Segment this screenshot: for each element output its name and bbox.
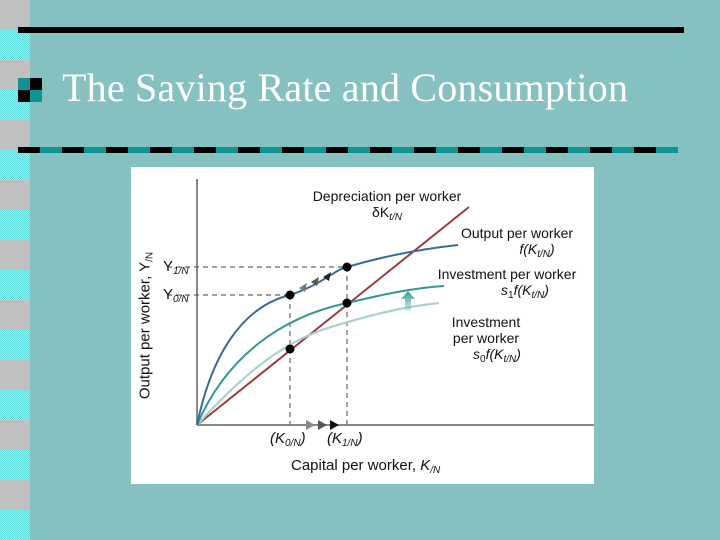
tick-k0: (K0/N) xyxy=(270,430,306,449)
y-axis-label: Output per worker, Y/N xyxy=(136,251,156,400)
investment-s1-label: Investment per worker s1f(Kt/N) xyxy=(437,266,577,301)
output-label: Output per worker f(Kt/N) xyxy=(460,225,574,260)
capital-arrow-icon xyxy=(306,420,315,430)
x-axis-label: Capital per worker, K/N xyxy=(291,457,441,476)
point-y0 xyxy=(285,290,295,300)
output-arrow-icon xyxy=(299,283,307,292)
title-bullet-icon xyxy=(18,78,42,102)
slide-title: The Saving Rate and Consumption xyxy=(62,65,629,110)
decorative-left-strip xyxy=(0,0,30,540)
capital-arrow-icon xyxy=(330,420,339,430)
investment-s0-label: Investment per worker s0f(Kt/N) xyxy=(451,314,521,365)
capital-arrow-icon xyxy=(318,420,327,430)
point-steady-state-1 xyxy=(342,298,352,308)
tick-k1: (K1/N) xyxy=(327,430,363,449)
tick-y1: Y1/N xyxy=(163,258,189,277)
point-steady-state-0 xyxy=(285,344,295,354)
depreciation-line xyxy=(196,206,470,426)
chart-canvas xyxy=(167,179,594,430)
dashed-divider xyxy=(18,147,678,153)
investment-s0-curve xyxy=(196,301,440,426)
depreciation-label: Depreciation per worker δKt/N xyxy=(312,188,462,223)
top-divider xyxy=(18,27,684,33)
tick-y0: Y0/N xyxy=(163,286,189,305)
point-y1 xyxy=(342,262,352,272)
output-curve xyxy=(196,244,459,426)
output-arrow-icon xyxy=(323,272,331,281)
output-arrow-icon xyxy=(311,277,319,286)
saving-increase-arrow-icon xyxy=(401,291,415,311)
solow-diagram: Output per worker, Y/N Y1/N Y0/N (K0/N) … xyxy=(131,167,594,484)
investment-s1-curve xyxy=(196,285,445,426)
